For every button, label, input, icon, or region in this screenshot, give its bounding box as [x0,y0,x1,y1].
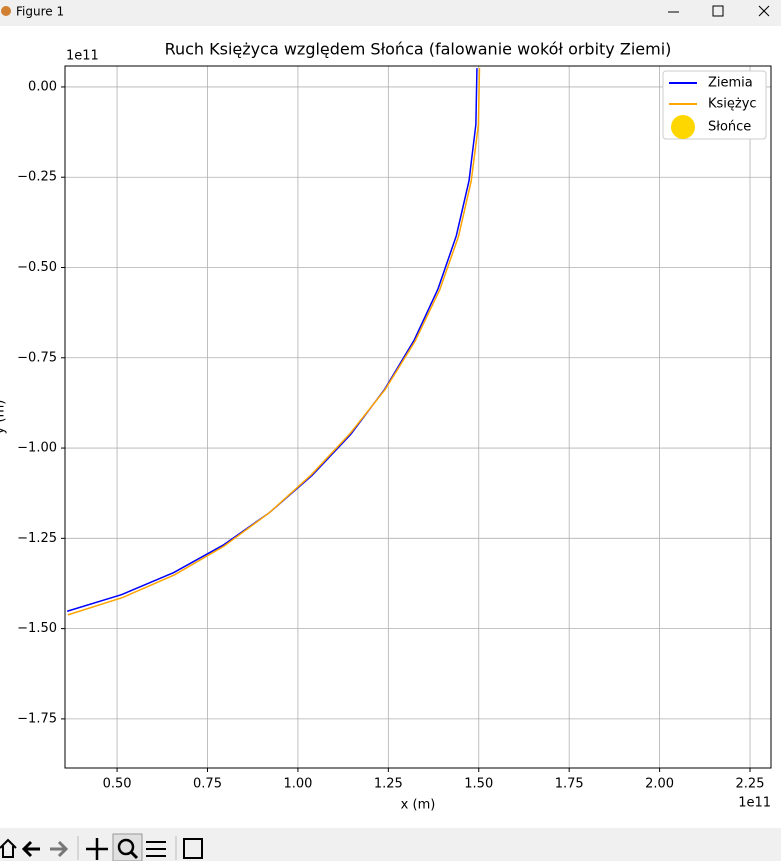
y-tick-label: −0.50 [17,260,57,275]
legend-label: Księżyc [708,97,757,112]
close-button[interactable] [758,5,770,17]
grid [65,66,771,768]
configure-button[interactable] [146,841,166,857]
x-tick-label: 1.50 [464,777,493,792]
x-tick-label: 1.25 [374,777,403,792]
app-icon [1,6,11,16]
legend-marker [671,115,695,139]
series-line [67,68,481,616]
axes-frame [64,65,772,769]
y-tick-label: −1.00 [17,441,57,456]
y-tick-label: −0.25 [17,170,57,185]
ticks: 0.50 0.75 1.00 1.25 1.50 1.75 2.00 2.25 0.00 −0.2… [17,79,764,791]
y-tick-label: 0.00 [28,79,57,94]
y-tick-label: −1.75 [17,711,57,726]
x-tick-label: 0.75 [193,777,222,792]
window-title: Figure 1 [16,5,64,19]
zoom-icon-handle [129,850,139,860]
pan-button[interactable] [86,838,108,860]
x-tick-label: 2.00 [645,777,674,792]
legend-label: Ziemia [708,76,753,91]
y-tick-label: −1.50 [17,621,57,636]
plot-area [66,68,481,616]
x-tick-label: 2.25 [736,777,765,792]
legend-label: Słońce [708,120,751,135]
x-tick-label: 1.75 [555,777,584,792]
maximize-button[interactable] [712,5,724,17]
y-axis-label: y (m) [0,400,8,435]
x-tick-label: 1.00 [283,777,312,792]
legend: Ziemia Księżyc Słońce [662,70,767,140]
forward-button[interactable] [50,840,69,858]
x-axis-label: x (m) [401,798,436,813]
title-bar [0,0,781,26]
back-button[interactable] [21,840,40,858]
x-tick-label: 0.50 [103,777,132,792]
chart-title: Ruch Księżyca względem Słońca (falowanie… [165,40,672,59]
x-offset-label: 1e11 [738,796,771,811]
zoom-icon [117,838,135,856]
y-tick-label: −1.25 [17,531,57,546]
y-offset-label: 1e11 [66,49,99,64]
y-tick-label: −0.75 [17,350,57,365]
save-button[interactable] [183,838,203,859]
home-button[interactable] [0,838,17,858]
